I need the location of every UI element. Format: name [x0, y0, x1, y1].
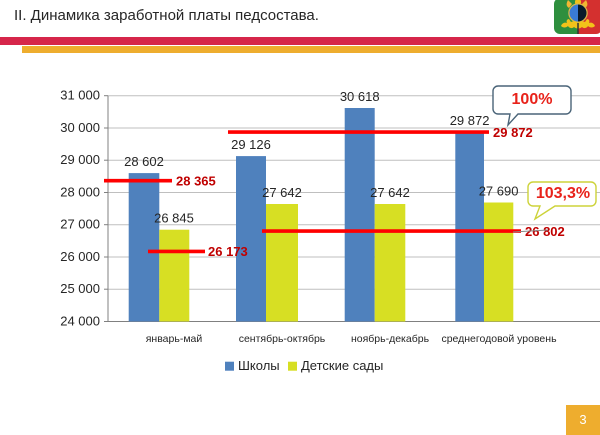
- svg-text:103,3%: 103,3%: [536, 185, 590, 202]
- svg-text:26 845: 26 845: [154, 211, 194, 226]
- svg-text:29 872: 29 872: [450, 113, 490, 128]
- svg-text:27 642: 27 642: [262, 185, 302, 200]
- svg-text:30 618: 30 618: [340, 89, 380, 104]
- svg-text:30 000: 30 000: [60, 120, 100, 135]
- svg-text:январь-май: январь-май: [146, 333, 203, 345]
- svg-text:28 602: 28 602: [124, 154, 164, 169]
- svg-text:сентябрь-октябрь: сентябрь-октябрь: [239, 333, 326, 345]
- svg-text:26 000: 26 000: [60, 249, 100, 264]
- svg-text:29 000: 29 000: [60, 152, 100, 167]
- svg-text:26 173: 26 173: [208, 244, 248, 259]
- svg-text:28 000: 28 000: [60, 185, 100, 200]
- svg-text:среднегодовой уровень: среднегодовой уровень: [441, 333, 557, 345]
- svg-text:29 126: 29 126: [231, 137, 271, 152]
- svg-text:100%: 100%: [512, 91, 553, 108]
- svg-text:Школы: Школы: [238, 358, 280, 373]
- svg-text:25 000: 25 000: [60, 281, 100, 296]
- svg-text:27 690: 27 690: [479, 184, 519, 199]
- svg-text:27 000: 27 000: [60, 217, 100, 232]
- svg-text:27 642: 27 642: [370, 185, 410, 200]
- svg-text:ноябрь-декабрь: ноябрь-декабрь: [351, 333, 430, 345]
- svg-text:28 365: 28 365: [176, 174, 216, 189]
- svg-text:Детские сады: Детские сады: [301, 358, 383, 373]
- svg-text:24 000: 24 000: [60, 314, 100, 329]
- svg-text:31 000: 31 000: [60, 88, 100, 103]
